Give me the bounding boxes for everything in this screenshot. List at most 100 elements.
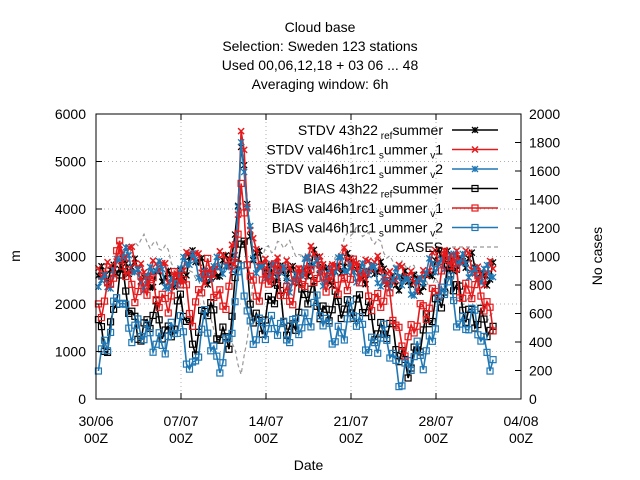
data-point <box>210 306 218 314</box>
data-point <box>122 243 130 251</box>
data-point <box>246 222 254 230</box>
data-point <box>216 263 224 271</box>
data-point <box>158 341 166 349</box>
data-point <box>116 237 124 245</box>
data-point <box>474 272 482 280</box>
data-point <box>407 267 415 275</box>
legend-label: STDV 43h22 refsummer <box>298 122 444 142</box>
data-point <box>413 337 421 345</box>
chart-title: Cloud base Selection: Sweden 123 stations… <box>222 19 419 92</box>
data-point <box>107 262 115 270</box>
data-point <box>137 260 145 268</box>
data-point <box>304 253 312 261</box>
data-point <box>334 297 342 306</box>
data-point <box>298 324 306 332</box>
data-point <box>422 269 430 277</box>
data-point <box>486 303 494 311</box>
data-point <box>392 356 400 364</box>
data-point <box>289 301 297 309</box>
data-point <box>152 296 160 304</box>
data-point <box>252 269 260 277</box>
data-point <box>416 351 424 360</box>
data-point <box>395 323 403 331</box>
series-line <box>98 225 494 375</box>
data-point <box>216 286 224 294</box>
data-point <box>191 298 200 306</box>
data-point <box>346 275 354 283</box>
data-point <box>486 257 494 265</box>
data-point <box>428 260 436 268</box>
data-point <box>380 297 388 305</box>
data-point <box>480 307 488 315</box>
axis-ticks: 0 1000 2000 3000 4000 5000 6000 0 200 400 600 800 10… <box>55 106 561 446</box>
data-point <box>164 285 172 293</box>
data-point <box>128 338 136 347</box>
legend-label: BIAS val46h1rc1 summer v2 <box>272 220 443 240</box>
data-point <box>428 337 436 345</box>
x-tick-date: 14/07 <box>248 413 283 429</box>
data-point <box>340 244 348 252</box>
data-point <box>383 277 391 285</box>
data-point <box>440 248 449 256</box>
data-point <box>273 331 282 339</box>
y2-tick-label: 1600 <box>529 163 560 179</box>
y2-tick-label: 1400 <box>529 192 560 208</box>
x-tick-hour: 00Z <box>84 430 109 446</box>
data-point <box>155 316 163 324</box>
data-point <box>416 274 424 282</box>
data-point <box>310 250 318 258</box>
data-point <box>261 335 269 344</box>
data-point <box>198 289 206 297</box>
data-point <box>213 253 221 261</box>
data-point <box>465 326 473 334</box>
data-point <box>155 329 163 337</box>
data-point <box>377 282 385 290</box>
x-tick-date: 07/07 <box>163 413 198 429</box>
data-point <box>489 273 497 281</box>
data-point <box>322 288 330 296</box>
data-point <box>468 294 476 303</box>
data-point <box>471 265 479 272</box>
data-point <box>477 292 485 300</box>
data-point <box>125 266 133 274</box>
y2-tick-label: 400 <box>529 334 553 350</box>
data-point <box>459 294 467 302</box>
data-point <box>237 179 245 188</box>
data-point <box>453 264 461 273</box>
data-point <box>425 254 433 262</box>
data-point <box>404 374 412 382</box>
data-point <box>219 270 227 278</box>
data-point <box>185 309 194 318</box>
data-point <box>113 247 121 255</box>
data-point <box>188 340 197 348</box>
data-point <box>192 256 200 264</box>
data-point <box>301 309 309 317</box>
data-point <box>140 284 148 292</box>
data-point <box>179 266 187 274</box>
data-point <box>240 292 248 300</box>
data-point <box>195 353 203 361</box>
data-point <box>216 369 224 377</box>
data-point <box>225 345 233 353</box>
y-tick-label: 3000 <box>55 249 86 265</box>
data-point <box>425 304 433 312</box>
data-point <box>261 255 269 263</box>
data-point <box>383 336 391 344</box>
data-point <box>246 300 254 308</box>
data-point <box>419 280 427 287</box>
data-point <box>480 315 488 323</box>
data-point <box>352 262 361 270</box>
data-point <box>100 297 109 305</box>
data-point <box>465 249 473 257</box>
x-tick-hour: 00Z <box>169 430 194 446</box>
data-point <box>404 275 412 283</box>
data-point <box>440 290 449 299</box>
title-line: Selection: Sweden 123 stations <box>222 38 417 54</box>
data-point <box>195 249 203 258</box>
series-5 <box>94 262 497 391</box>
data-point <box>107 285 115 292</box>
series-6 <box>98 225 494 375</box>
data-point <box>97 322 106 331</box>
data-point <box>283 256 291 264</box>
